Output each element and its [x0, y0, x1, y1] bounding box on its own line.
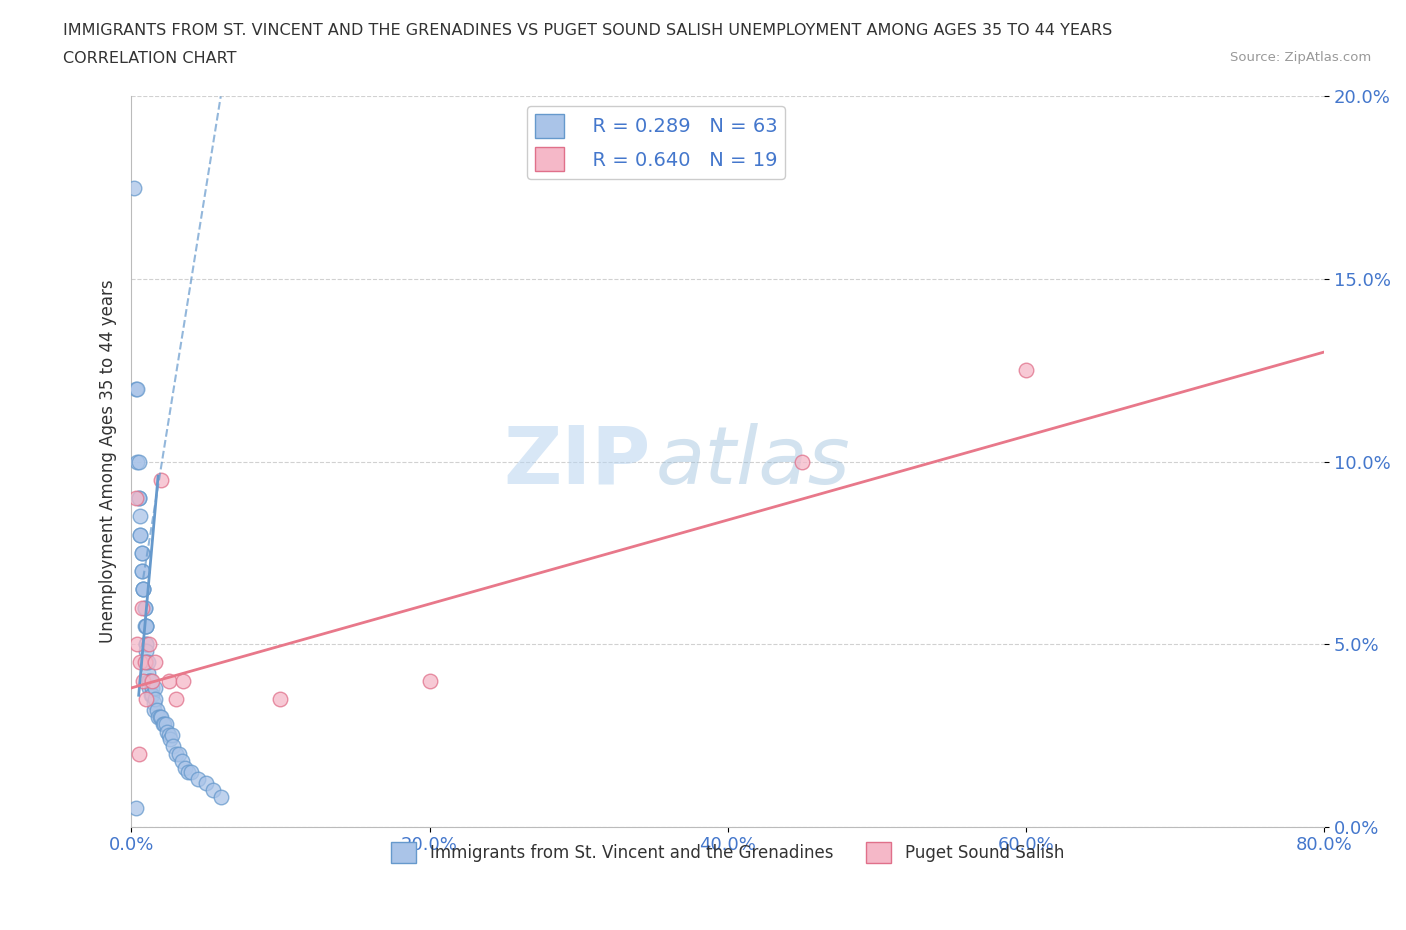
Point	[136, 666, 159, 681]
Point	[132, 582, 155, 597]
Text: ZIP: ZIP	[503, 422, 650, 500]
Point	[174, 761, 197, 776]
Point	[134, 655, 156, 670]
Point	[792, 454, 814, 469]
Point	[128, 454, 150, 469]
Point	[159, 732, 181, 747]
Point	[128, 491, 150, 506]
Point	[418, 673, 440, 688]
Point	[155, 717, 177, 732]
Point	[139, 673, 162, 688]
Point	[138, 673, 160, 688]
Point	[172, 673, 194, 688]
Point	[138, 681, 160, 696]
Point	[202, 783, 225, 798]
Point	[135, 637, 157, 652]
Point	[131, 545, 153, 560]
Text: atlas: atlas	[657, 422, 851, 500]
Point	[153, 717, 176, 732]
Point	[125, 381, 148, 396]
Point	[131, 600, 153, 615]
Point	[150, 710, 173, 724]
Legend: Immigrants from St. Vincent and the Grenadines, Puget Sound Salish: Immigrants from St. Vincent and the Gren…	[385, 836, 1071, 870]
Point	[131, 564, 153, 578]
Point	[209, 790, 232, 805]
Point	[187, 772, 209, 787]
Point	[141, 681, 163, 696]
Point	[145, 702, 167, 717]
Point	[141, 673, 163, 688]
Point	[129, 509, 152, 524]
Point	[128, 491, 150, 506]
Point	[165, 746, 187, 761]
Point	[127, 381, 149, 396]
Point	[194, 776, 217, 790]
Point	[134, 600, 156, 615]
Point	[127, 454, 149, 469]
Point	[177, 764, 200, 779]
Point	[129, 527, 152, 542]
Point	[170, 753, 193, 768]
Point	[122, 180, 145, 195]
Point	[143, 681, 166, 696]
Point	[162, 739, 184, 754]
Point	[160, 728, 183, 743]
Point	[135, 618, 157, 633]
Point	[136, 655, 159, 670]
Text: Source: ZipAtlas.com: Source: ZipAtlas.com	[1230, 51, 1371, 64]
Point	[125, 491, 148, 506]
Point	[128, 746, 150, 761]
Point	[142, 695, 165, 710]
Point	[132, 673, 155, 688]
Point	[135, 637, 157, 652]
Point	[152, 717, 174, 732]
Point	[135, 618, 157, 633]
Point	[143, 692, 166, 707]
Point	[150, 472, 173, 487]
Point	[139, 688, 162, 703]
Point	[180, 764, 202, 779]
Text: CORRELATION CHART: CORRELATION CHART	[63, 51, 236, 66]
Point	[157, 673, 180, 688]
Point	[134, 600, 156, 615]
Y-axis label: Unemployment Among Ages 35 to 44 years: Unemployment Among Ages 35 to 44 years	[100, 280, 117, 644]
Point	[269, 692, 291, 707]
Point	[129, 527, 152, 542]
Text: IMMIGRANTS FROM ST. VINCENT AND THE GRENADINES VS PUGET SOUND SALISH UNEMPLOYMEN: IMMIGRANTS FROM ST. VINCENT AND THE GREN…	[63, 23, 1112, 38]
Point	[134, 618, 156, 633]
Point	[142, 702, 165, 717]
Point	[131, 545, 153, 560]
Point	[149, 710, 172, 724]
Point	[167, 746, 190, 761]
Point	[138, 673, 160, 688]
Point	[132, 582, 155, 597]
Point	[156, 724, 179, 739]
Point	[157, 728, 180, 743]
Point	[135, 618, 157, 633]
Point	[131, 564, 153, 578]
Point	[141, 688, 163, 703]
Point	[146, 710, 169, 724]
Point	[143, 655, 166, 670]
Point	[135, 655, 157, 670]
Point	[125, 801, 148, 816]
Point	[135, 692, 157, 707]
Point	[129, 655, 152, 670]
Point	[135, 644, 157, 658]
Point	[127, 637, 149, 652]
Point	[132, 582, 155, 597]
Point	[138, 637, 160, 652]
Point	[1015, 363, 1038, 378]
Point	[165, 692, 187, 707]
